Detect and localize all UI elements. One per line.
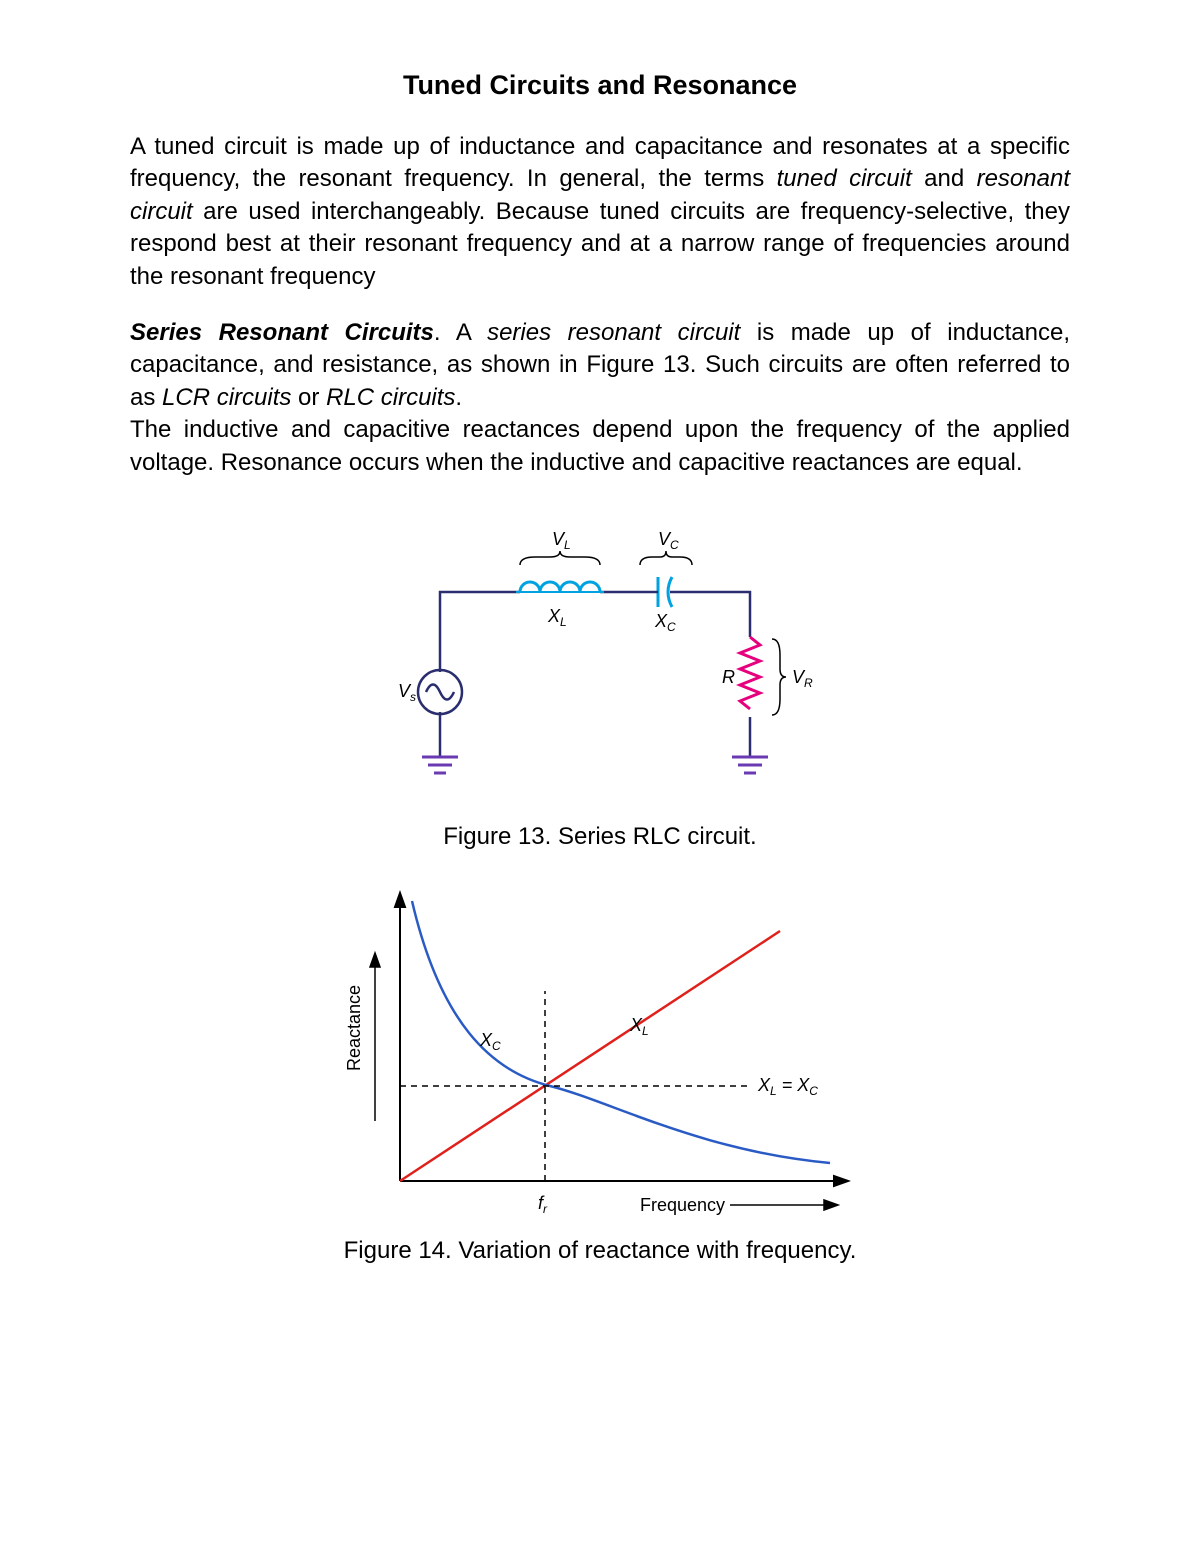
text-run-italic: series resonant circuit [487, 319, 740, 346]
circuit-diagram: VL VC XL XC Vs R VR [380, 507, 820, 817]
figure-13-caption: Figure 13. Series RLC circuit. [130, 823, 1070, 851]
figure-14: Reactance Frequency fr XC XL XL = XC [130, 871, 1070, 1265]
svg-text:XL = XC: XL = XC [757, 1075, 818, 1098]
svg-text:Reactance: Reactance [344, 985, 364, 1071]
svg-text:VR: VR [792, 667, 813, 690]
page-title: Tuned Circuits and Resonance [130, 70, 1070, 101]
section-heading-inline: Series Resonant Circuits [130, 319, 434, 346]
text-run-italic: RLC circuits [326, 384, 455, 411]
figure-13: VL VC XL XC Vs R VR Figure 13. Series RL… [130, 507, 1070, 851]
ground-icon [732, 757, 768, 773]
paragraph-intro: A tuned circuit is made up of inductance… [130, 131, 1070, 293]
text-run: . [455, 384, 462, 411]
text-run: or [291, 384, 326, 411]
ground-icon [422, 757, 458, 773]
text-run-italic: tuned circuit [777, 165, 912, 192]
svg-text:fr: fr [538, 1193, 548, 1216]
svg-text:Frequency: Frequency [640, 1195, 725, 1215]
reactance-chart: Reactance Frequency fr XC XL XL = XC [320, 871, 880, 1231]
text-run-italic: LCR circuits [162, 384, 291, 411]
svg-text:VL: VL [552, 529, 571, 552]
svg-text:XC: XC [654, 611, 676, 634]
text-run: . A [434, 319, 487, 346]
text-run: The inductive and capacitive reactances … [130, 416, 1070, 475]
svg-text:VC: VC [658, 529, 679, 552]
text-run: are used interchangeably. Because tuned … [130, 198, 1070, 290]
text-run: and [912, 165, 977, 192]
svg-text:XC: XC [479, 1030, 501, 1053]
svg-text:Vs: Vs [398, 681, 416, 704]
inductor-icon [516, 582, 604, 592]
document-page: Tuned Circuits and Resonance A tuned cir… [0, 0, 1200, 1553]
ac-source-icon [418, 670, 462, 714]
capacitor-icon [658, 577, 672, 607]
figure-14-caption: Figure 14. Variation of reactance with f… [130, 1237, 1070, 1265]
svg-text:R: R [722, 667, 735, 687]
paragraph-series: Series Resonant Circuits. A series reson… [130, 317, 1070, 479]
svg-text:XL: XL [547, 606, 567, 629]
resistor-icon [740, 637, 760, 709]
